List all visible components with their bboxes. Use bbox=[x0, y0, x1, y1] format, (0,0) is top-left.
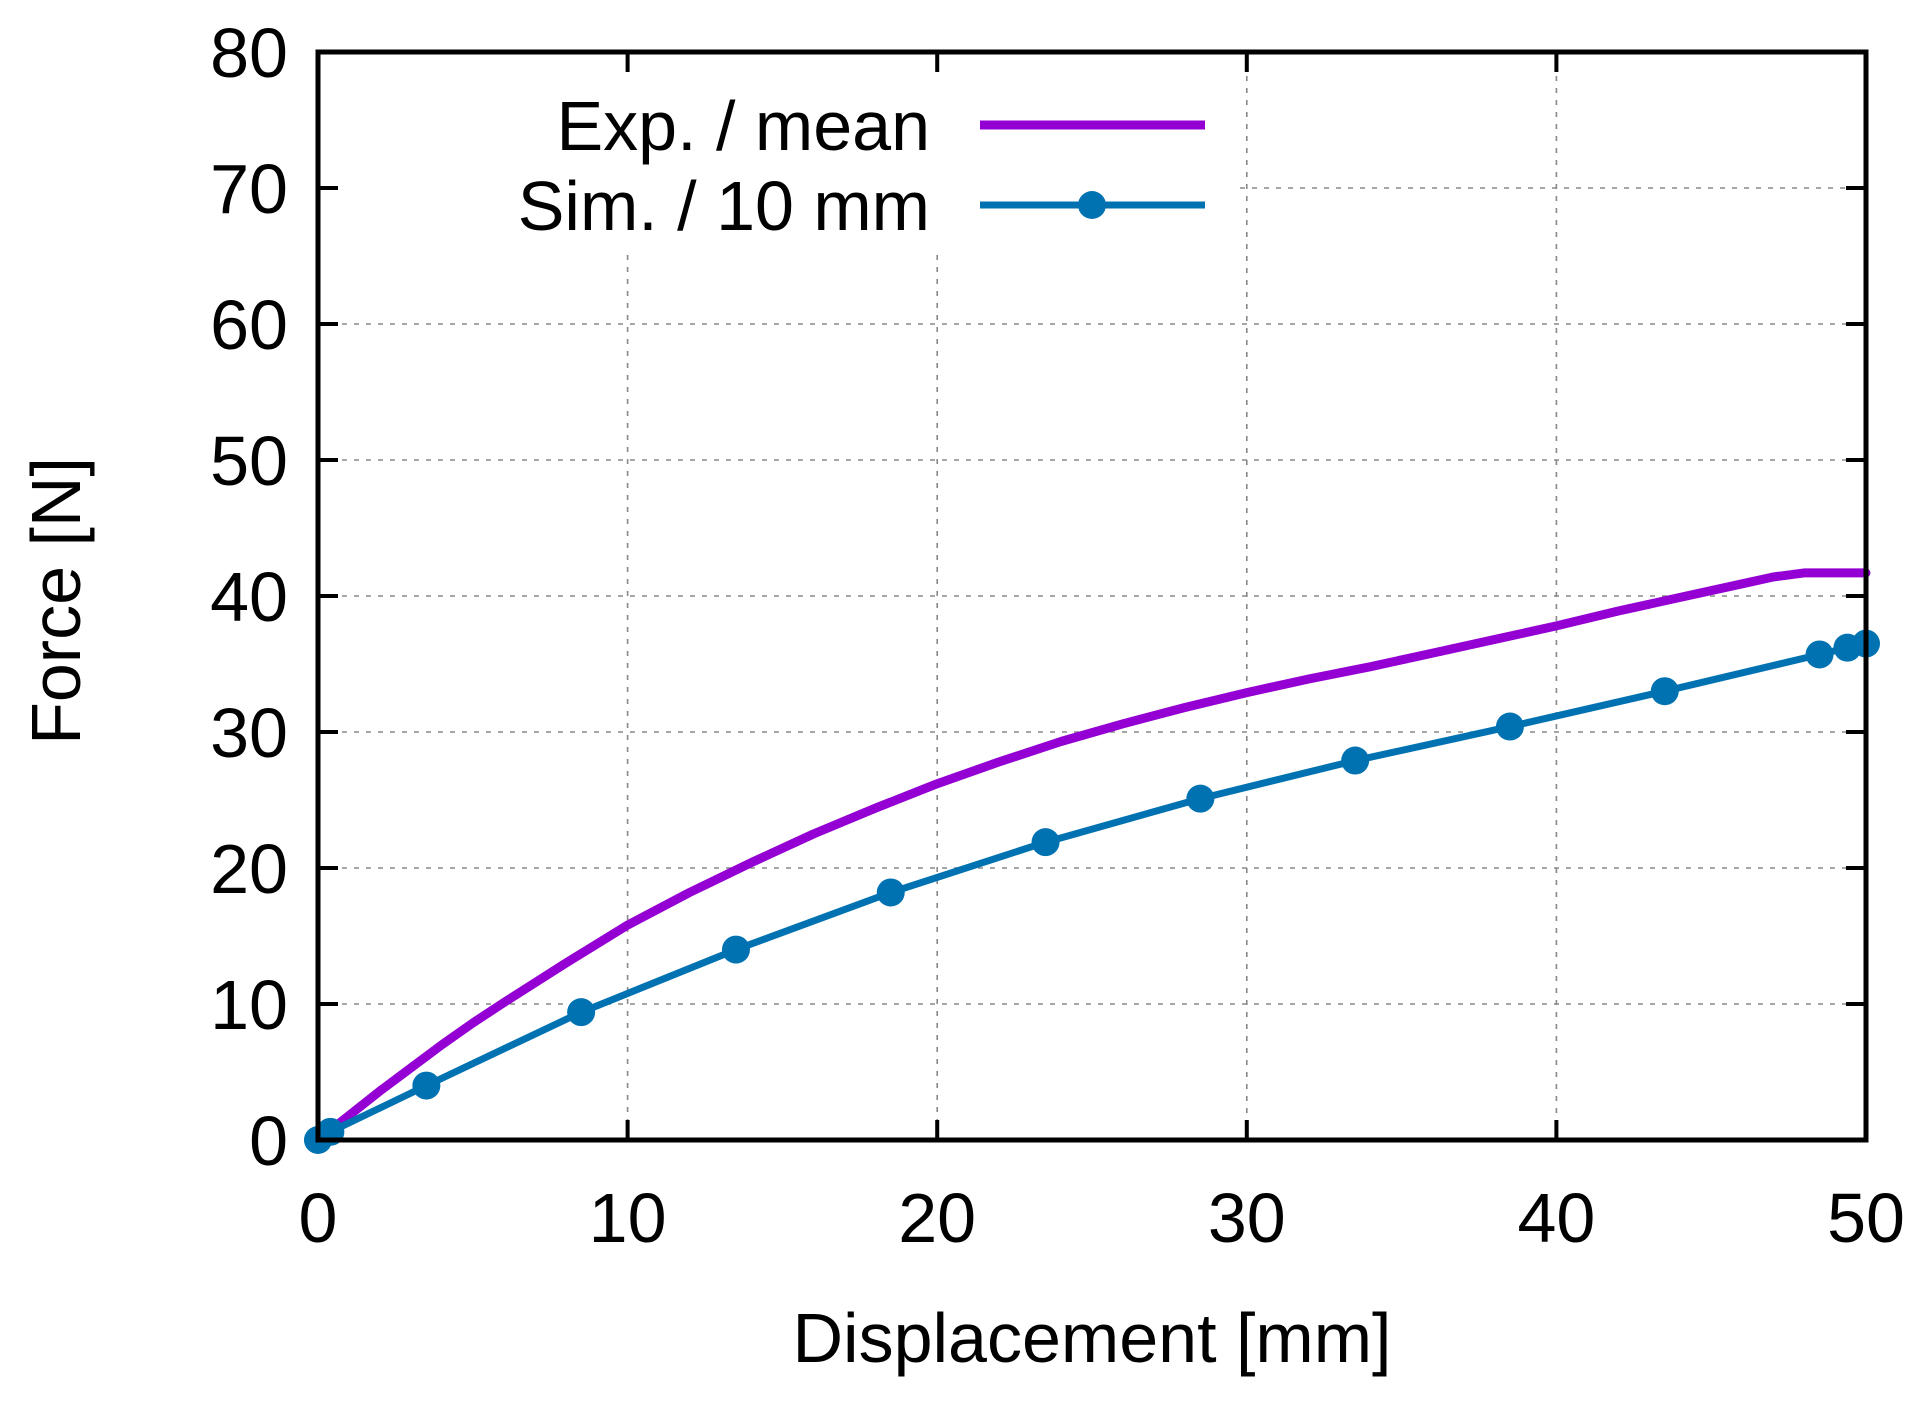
x-tick-label: 10 bbox=[589, 1179, 667, 1257]
grid-lines bbox=[318, 52, 1866, 1140]
sim-data-point bbox=[1186, 784, 1215, 813]
y-axis-title: Force [N] bbox=[17, 457, 95, 745]
sim-data-point bbox=[1805, 640, 1834, 669]
series-layer bbox=[304, 568, 1880, 1154]
y-tick-label: 60 bbox=[210, 286, 288, 364]
sim-data-point bbox=[567, 998, 596, 1027]
legend-label: Sim. / 10 mm bbox=[518, 167, 930, 245]
y-tick-label: 10 bbox=[210, 966, 288, 1044]
axis-ticks: 0 10 20 30 40 50 0 10 20 30 40 50 60 70 80 bbox=[210, 14, 1905, 1257]
legend-label: Exp. / mean bbox=[556, 87, 930, 165]
sim-data-point bbox=[1650, 677, 1679, 706]
x-axis-title: Displacement [mm] bbox=[792, 1299, 1391, 1377]
sim-data-point bbox=[412, 1071, 441, 1100]
legend-swatch-marker bbox=[1078, 191, 1106, 219]
y-tick-label: 50 bbox=[210, 422, 288, 500]
y-tick-label: 20 bbox=[210, 830, 288, 908]
exp-mean-line bbox=[313, 568, 1871, 1145]
x-tick-label: 50 bbox=[1827, 1179, 1905, 1257]
y-tick-label: 0 bbox=[249, 1102, 288, 1180]
sim-10mm-line bbox=[314, 640, 1870, 1144]
sim-data-point bbox=[1495, 712, 1524, 741]
x-tick-label: 30 bbox=[1208, 1179, 1286, 1257]
sim-data-point bbox=[721, 935, 750, 964]
y-tick-label: 80 bbox=[210, 14, 288, 92]
x-tick-label: 0 bbox=[299, 1179, 338, 1257]
x-tick-label: 20 bbox=[898, 1179, 976, 1257]
y-tick-label: 30 bbox=[210, 694, 288, 772]
sim-data-point bbox=[876, 878, 905, 907]
x-tick-label: 40 bbox=[1517, 1179, 1595, 1257]
y-tick-label: 40 bbox=[210, 558, 288, 636]
y-tick-label: 70 bbox=[210, 150, 288, 228]
sim-data-point bbox=[1031, 828, 1060, 857]
sim-data-point bbox=[1341, 746, 1370, 775]
